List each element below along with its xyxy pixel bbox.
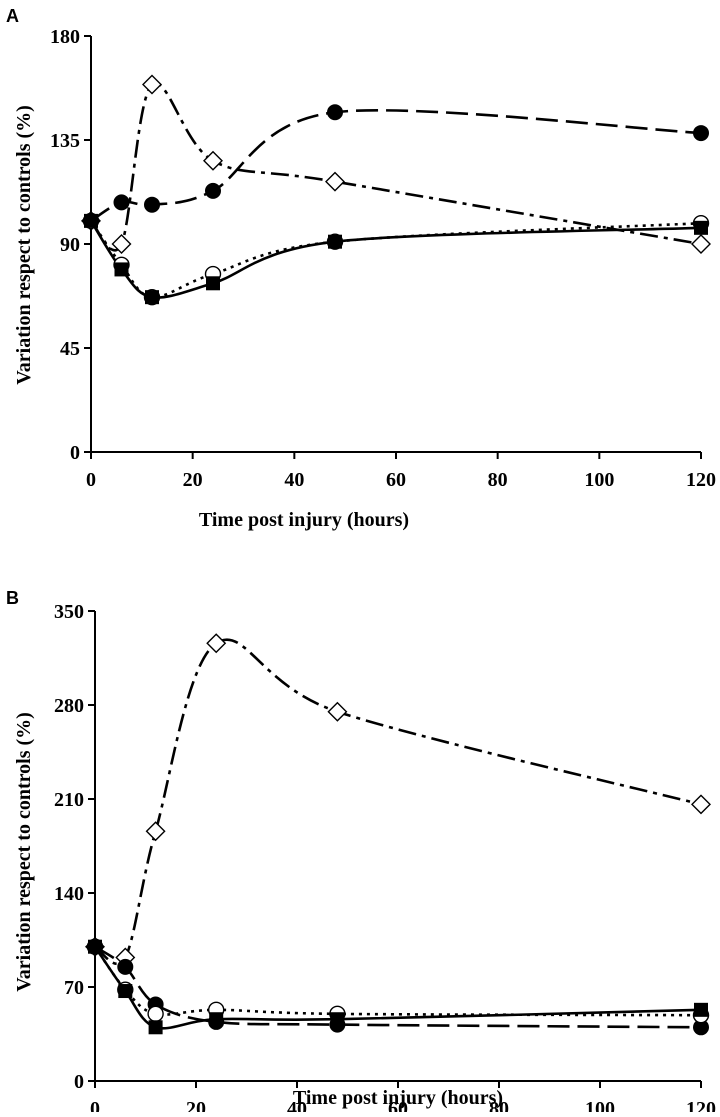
panel-b-point-filled-square [118,984,133,999]
panel-b-x-tick-label: 60 [388,1098,408,1112]
panel-b-point-filled-square [88,939,102,954]
panel-b-x-tick-label: 0 [90,1098,100,1112]
panel-a-x-tick-label: 20 [183,469,203,491]
panel-a-point-filled-circle [327,104,343,121]
panel-a-point-open-diamond [142,74,162,95]
panel-a-point-open-diamond [691,234,711,254]
panel-a-y-tick-label: 45 [60,338,80,360]
panel-a-point-open-diamond [325,171,345,192]
panel-a-point-filled-circle [205,182,221,199]
panel-a-point-filled-square [114,262,129,277]
panel-b-y-tick-label: 0 [74,1071,84,1093]
panel-a-x-tick-label: 100 [584,469,614,491]
panel-a-x-tick-label: 80 [488,469,508,491]
panel-a-x-axis-title: Time post injury (hours) [199,509,409,531]
panel-b-y-axis-title: Variation respect to controls (%) [13,712,35,992]
panel-a-point-open-diamond [111,234,132,254]
panel-a-point-filled-circle [144,196,160,213]
panel-a-point-filled-circle [693,125,709,142]
panel-b-y-tick-label: 280 [54,695,84,717]
panel-b: B Time post injury (hours) Variation res… [6,588,716,1117]
panel-a-series-filled-circle-line [90,109,702,223]
panel-b-y-tick-label: 140 [54,883,84,905]
panel-b-x-axis-title: Time post injury (hours) [293,1087,503,1109]
panel-a-series-open-diamond-line [90,81,702,252]
panel-a: A Time post injury (hours) Variation res… [6,6,716,531]
panel-b-series-open-circle-line [93,945,702,1017]
panel-b-y-tick-label: 350 [54,601,84,623]
panel-a-point-filled-square [694,220,708,235]
panel-a-y-tick-label: 90 [60,234,80,256]
panel-b-point-filled-square [209,1012,224,1027]
panel-a-x-tick-label: 60 [386,469,406,491]
panel-b-point-open-diamond [691,794,711,815]
panel-a-point-filled-circle [113,194,130,211]
panel-a-y-tick-label: 180 [50,26,80,48]
panel-b-point-open-diamond [145,821,166,842]
panel-b-point-filled-square [330,1012,345,1027]
panel-b-x-tick-label: 120 [686,1098,716,1112]
panel-a-x-tick-label: 40 [284,469,304,491]
panel-b-point-open-diamond [206,633,227,654]
panel-b-x-tick-label: 20 [186,1098,206,1112]
panel-b-x-tick-label: 40 [287,1098,307,1112]
panel-a-y-tick-label: 0 [70,442,80,464]
panel-b-letter: B [6,588,19,608]
panel-a-point-filled-square [84,213,98,228]
panel-b-x-tick-label: 100 [585,1098,615,1112]
panel-a-y-tick-label: 135 [50,130,80,152]
panel-a-point-filled-square [206,276,220,291]
panel-b-x-tick-label: 80 [489,1098,509,1112]
panel-b-point-open-diamond [327,701,348,722]
panel-a-series-open-circle-line [89,220,702,299]
panel-b-y-tick-label: 210 [54,789,84,811]
panel-b-point-filled-circle [117,958,134,975]
panel-b-series-open-diamond-line [94,638,702,966]
panel-a-x-tick-label: 120 [686,469,716,491]
panel-b-point-filled-square [148,1020,163,1035]
panel-b-point-filled-square [694,1002,708,1017]
panel-b-y-tick-label: 70 [64,977,84,999]
panel-a-series-filled-square-line [89,220,702,299]
panel-a-y-axis-title: Variation respect to controls (%) [13,105,35,385]
panel-a-point-filled-square [145,290,159,305]
panel-a-x-tick-label: 0 [86,469,96,491]
panel-b-point-open-circle [147,1005,164,1023]
panel-a-point-open-diamond [203,150,223,171]
panel-a-point-filled-square [328,234,342,249]
panel-a-letter: A [6,6,19,26]
